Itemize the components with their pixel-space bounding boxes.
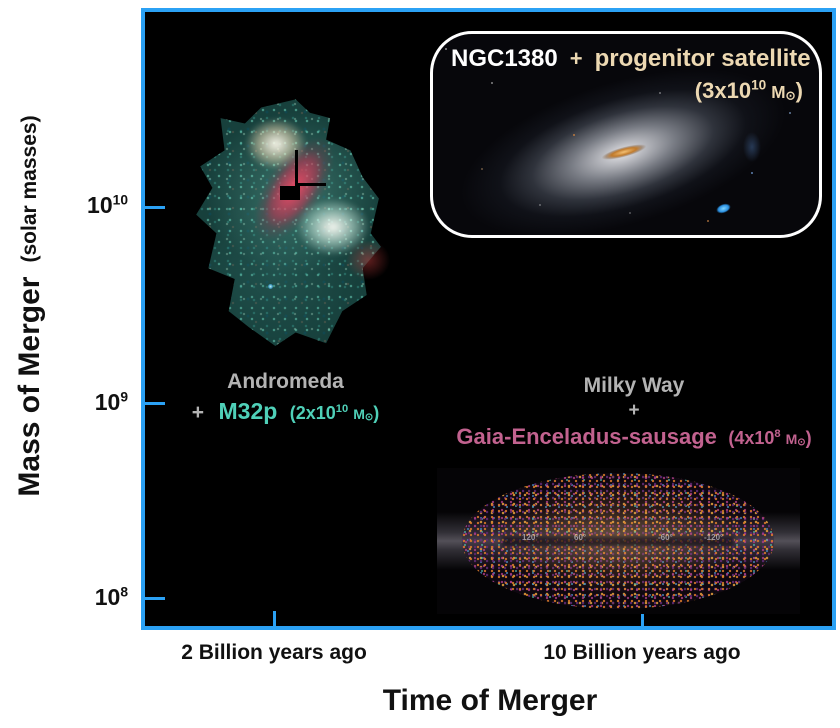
x-tick-mark-10gyr xyxy=(641,611,644,626)
longitude-label: -60° xyxy=(658,533,673,542)
longitude-label: 60° xyxy=(574,533,587,542)
andromeda-label-line2: + M32p (2x1010 M⊙) xyxy=(168,398,403,425)
milkyway-host-name: Milky Way xyxy=(583,374,685,397)
milkyway-label-line3: Gaia-Enceladus-sausage (4x108 M⊙) xyxy=(434,424,834,450)
ngc1380-host-name: NGC1380 xyxy=(451,45,558,72)
ngc1380-mass-label: (3x1010 M⊙) xyxy=(694,77,803,103)
andromeda-red-patch xyxy=(346,240,390,280)
milkyway-label-block: Milky Way + Gaia-Enceladus-sausage (4x10… xyxy=(434,374,834,450)
gaia-allsky-ellipse: 120° 60° -60° -120° xyxy=(462,473,774,609)
andromeda-host-name: Andromeda xyxy=(227,370,344,393)
ngc1380-star-field xyxy=(445,48,447,50)
y-tick-mark-1e10 xyxy=(145,206,165,209)
andromeda-m32p-image xyxy=(178,80,391,362)
y-tick-mark-1e9 xyxy=(145,402,165,405)
crosshair-horizontal xyxy=(295,183,326,186)
y-axis-title-main: Mass of Merger xyxy=(13,276,46,497)
ngc1380-blue-blob xyxy=(714,201,733,216)
y-axis-title: Mass of Merger (solar masses) xyxy=(0,26,60,586)
y-tick-mark-1e8 xyxy=(145,597,165,600)
x-axis-title: Time of Merger xyxy=(382,684,598,717)
galactic-dust-lane xyxy=(502,537,734,546)
andromeda-blue-star xyxy=(268,284,273,289)
longitude-label: -120° xyxy=(704,533,724,542)
ngc1380-image-box: NGC1380 + progenitor satellite (3x1010 M⊙… xyxy=(430,31,822,238)
ngc1380-plus-sign: + xyxy=(569,46,583,71)
m32p-mass-label: (2x1010 M⊙) xyxy=(289,403,380,424)
y-tick-label-1e9: 109 xyxy=(94,389,128,415)
longitude-label: 120° xyxy=(522,533,539,542)
y-tick-label-1e10: 1010 xyxy=(87,192,128,218)
milkyway-plus-sign: + xyxy=(628,400,640,421)
andromeda-label-block: Andromeda + M32p (2x1010 M⊙) xyxy=(168,370,403,425)
y-tick-label-1e8: 108 xyxy=(94,584,128,610)
x-tick-mark-2gyr xyxy=(273,611,276,626)
ngc1380-faint-galaxy xyxy=(743,132,761,162)
x-tick-label-10gyr: 10 Billion years ago xyxy=(543,641,741,664)
andromeda-plus-sign: + xyxy=(191,401,205,424)
crosshair-square xyxy=(280,186,300,200)
gaia-enceladus-mass-label: (4x108 M⊙) xyxy=(728,428,812,449)
ngc1380-satellite-name: progenitor satellite xyxy=(594,45,811,72)
milkyway-gaia-image: 120° 60° -60° -120° xyxy=(437,468,800,614)
m32p-satellite-name: M32p xyxy=(218,398,278,424)
crosshair-vertical xyxy=(295,150,298,186)
ngc1380-label-line1: NGC1380 + progenitor satellite xyxy=(451,45,811,73)
x-tick-label-2gyr: 2 Billion years ago xyxy=(181,641,367,664)
plot-area: NGC1380 + progenitor satellite (3x1010 M⊙… xyxy=(141,8,836,630)
y-axis-title-units: (solar masses) xyxy=(18,115,41,263)
gaia-enceladus-name: Gaia-Enceladus-sausage xyxy=(456,424,717,449)
